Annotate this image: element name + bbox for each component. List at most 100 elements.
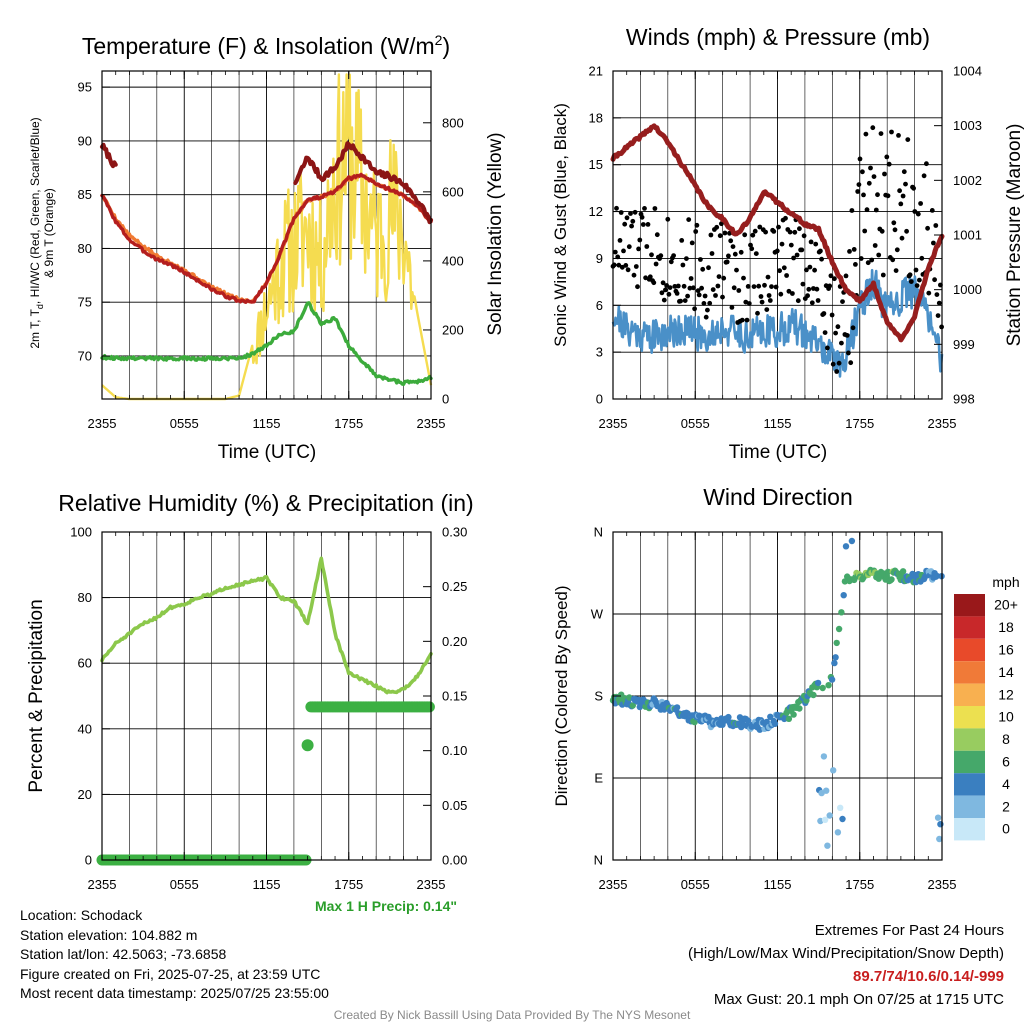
gust-point (885, 193, 891, 199)
y2-tick-label: 1000 (953, 282, 982, 297)
gust-point (706, 265, 711, 271)
direction-point (820, 753, 828, 760)
series-line-hi-wc (99, 141, 434, 225)
gust-point (653, 261, 659, 267)
direction-point (823, 787, 830, 794)
gust-point (880, 272, 886, 278)
gust-point (682, 298, 688, 303)
gust-point (808, 239, 814, 245)
legend-swatch (954, 706, 985, 729)
station-location: Location: Schodack (20, 907, 143, 923)
y2-tick-label: 800 (442, 115, 464, 130)
direction-point (763, 718, 770, 726)
gust-point (635, 284, 640, 290)
gust-point (932, 277, 937, 283)
series-line-td (100, 301, 433, 386)
gust-point (896, 133, 901, 138)
gust-point (830, 361, 836, 367)
station-info: Location: Schodack Station elevation: 10… (20, 906, 329, 1004)
y-tick-label: 12 (589, 204, 603, 219)
legend-label: 12 (998, 686, 1014, 702)
direction-point (837, 804, 844, 811)
legend-label: 6 (1002, 754, 1010, 770)
x-tick-label: 2355 (599, 416, 628, 431)
gust-point (862, 228, 868, 234)
x-tick-label: 1155 (764, 877, 792, 892)
x-tick-label: 0555 (170, 877, 199, 892)
gust-point (857, 156, 863, 162)
y2-tick-label: 0.10 (442, 743, 467, 758)
direction-point (790, 711, 797, 718)
direction-point (937, 821, 944, 828)
legend-label: 20+ (994, 597, 1018, 613)
legend-label: 10 (998, 709, 1014, 725)
direction-point (814, 679, 822, 687)
gust-point (863, 131, 869, 137)
gust-point (624, 215, 630, 221)
gust-point (779, 241, 785, 247)
gust-point (818, 248, 823, 254)
gust-point (633, 264, 639, 269)
gust-point (795, 298, 801, 304)
direction-point (796, 705, 803, 712)
gust-point (904, 228, 909, 234)
gust-point (757, 224, 763, 230)
gust-point (694, 222, 700, 228)
gust-point (898, 201, 904, 207)
wind-speed-line (611, 268, 944, 378)
y-tick-label: S (594, 689, 603, 704)
gust-point (931, 240, 936, 246)
gust-point (835, 324, 841, 330)
y-tick-label: 100 (70, 525, 92, 540)
gust-point (728, 238, 734, 244)
gust-point (788, 242, 794, 248)
y-tick-label: E (594, 771, 603, 786)
gust-point (850, 325, 856, 331)
y2-tick-label: 0.15 (442, 689, 467, 704)
gust-point (755, 310, 760, 316)
direction-point (842, 543, 850, 550)
gust-point (901, 169, 907, 175)
gust-point (797, 226, 802, 232)
gust-point (717, 233, 723, 239)
direction-point (785, 715, 793, 722)
direction-point (673, 704, 681, 711)
gust-point (738, 249, 744, 255)
gust-point (764, 307, 770, 312)
direction-point (831, 659, 838, 667)
legend-label: 16 (998, 642, 1014, 658)
precip-point (423, 701, 435, 713)
gust-point (783, 215, 788, 221)
gust-point (894, 247, 900, 253)
y-tick-label: 60 (78, 656, 92, 671)
y2-tick-label: 1003 (953, 118, 982, 133)
gust-point (647, 274, 653, 280)
gust-point (912, 209, 918, 214)
x-tick-label: 1755 (845, 877, 874, 892)
gust-point (732, 251, 738, 257)
gust-point (861, 192, 866, 198)
gust-point (645, 222, 651, 227)
legend-label: 8 (1002, 731, 1010, 747)
gust-point (689, 240, 695, 246)
credit-line: Created By Nick Bassill Using Data Provi… (333, 1008, 691, 1022)
gust-point (875, 192, 880, 198)
direction-point (826, 812, 833, 819)
gust-point (851, 247, 857, 252)
gust-point (685, 293, 690, 299)
figure-created: Figure created on Fri, 2025-07-25, at 23… (20, 965, 321, 982)
gust-point (639, 214, 645, 220)
gust-point (777, 268, 782, 274)
direction-point (934, 814, 942, 821)
gust-point (853, 262, 858, 267)
gust-point (934, 292, 940, 297)
gust-point (799, 247, 805, 253)
gust-point (688, 276, 694, 281)
gust-point (907, 272, 913, 278)
y-tick-label: 75 (78, 295, 92, 310)
data-layer (96, 73, 945, 866)
gust-point (911, 185, 916, 191)
text-layer: 2355 0555 1155 1755 235570758085909502004006… (70, 64, 1018, 893)
gust-point (929, 208, 935, 213)
gust-point (856, 182, 862, 188)
